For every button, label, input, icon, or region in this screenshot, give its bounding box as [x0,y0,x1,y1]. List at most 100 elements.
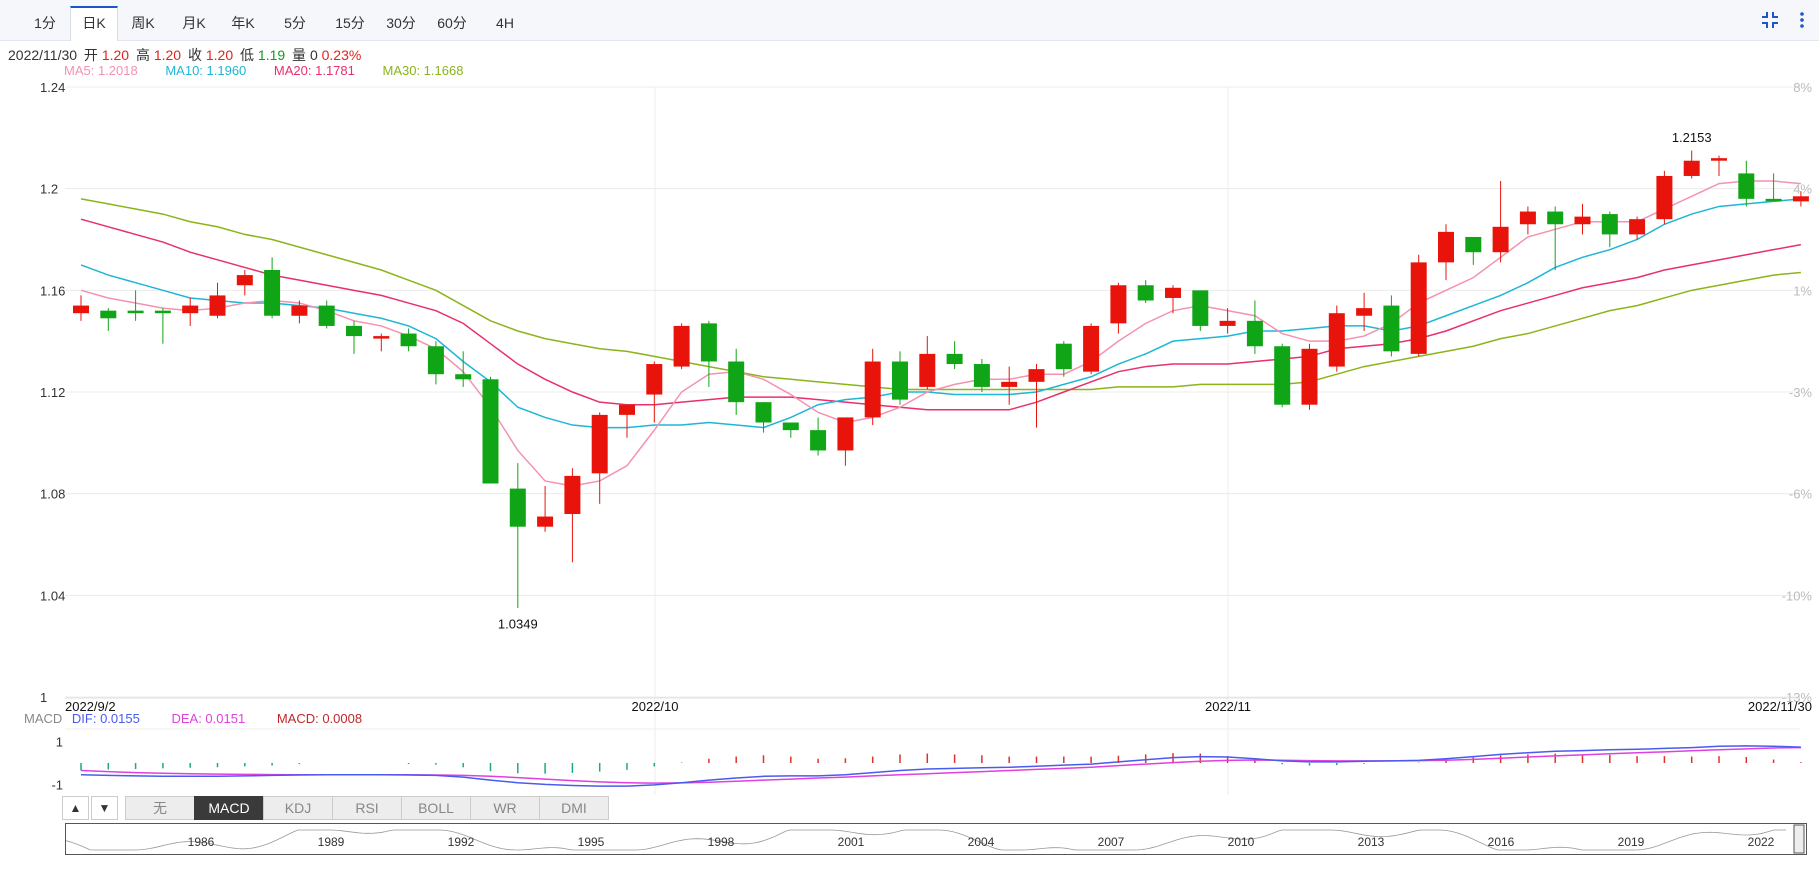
candle-up [1519,211,1536,225]
close-label: 收 [187,47,202,63]
high-label: 高 [135,47,150,63]
navigator-year: 1989 [318,835,345,849]
y-tick-label: 1.2 [40,182,58,197]
indicator-tab-4[interactable]: BOLL [401,796,471,820]
period-tab-5[interactable]: 5分 [284,15,306,31]
candle-up [182,305,199,314]
y-tick-label: 1.24 [40,80,65,95]
navigator-year: 2013 [1358,835,1385,849]
indicator-tab-5[interactable]: WR [470,796,540,820]
navigator-year: 2004 [968,835,995,849]
candle-down [154,310,171,314]
period-tab-4[interactable]: 年K [231,15,255,31]
candle-up [919,353,936,387]
navigator-year: 1992 [448,835,475,849]
period-tab-6[interactable]: 15分 [335,15,365,31]
indicator-tab-3[interactable]: RSI [332,796,402,820]
candle-up [564,475,581,514]
navigator-year: 1986 [188,835,215,849]
candle-up [619,404,635,415]
candle-up [1574,216,1591,225]
candle-down [810,430,827,451]
ma5-legend: MA5: 1.2018 [64,63,138,78]
indicator-tab-0[interactable]: 无 [125,796,195,820]
macd-legend-title: MACD [24,711,63,726]
more-vertical-icon[interactable] [1792,10,1812,30]
scroll-up-arrow[interactable]: ▲ [62,796,89,820]
period-tab-2[interactable]: 周K [131,15,155,31]
indicator-tab-6[interactable]: DMI [539,796,609,820]
candle-down [1765,198,1782,202]
x-axis-label: 2022/9/2 [65,699,116,714]
price-chart[interactable]: 1.24 1.2 1.16 1.12 1.08 1.04 1 8% 4% 1% -3% -6% -10%… [0,0,1819,800]
low-value: 1.19 [257,47,286,63]
candle-up [1492,226,1509,253]
navigator-handle [1793,824,1805,854]
ma30-legend: MA30: 1.1668 [382,63,464,78]
candle-up [1356,308,1373,316]
indicator-tab-1[interactable]: MACD [194,796,264,820]
candle-up [73,305,89,314]
change-value: 0.23% [321,47,362,63]
candle-up [209,295,226,316]
navigator-history-line [65,829,1786,851]
volume-value: 0 [309,47,318,63]
candle-up [837,417,854,451]
more-svg [1800,12,1804,28]
navigator-year: 1998 [708,835,735,849]
x-axis-label: 2022/10 [632,699,679,714]
candle-down [1601,214,1618,235]
candle-down [509,488,526,527]
period-tab-3[interactable]: 月K [182,15,206,31]
right-tick-label: -6% [1789,487,1813,502]
period-tab-7[interactable]: 30分 [386,15,416,31]
candle-up [1328,313,1345,367]
candle-up [1683,160,1700,176]
macd-value-legend: MACD: 0.0008 [276,711,363,726]
volume-label: 量 [292,47,307,63]
period-toolbar: 1分 日K 周K 月K 年K 5分 15分 30分 60分 4H [0,0,1819,41]
candle-down [318,305,335,326]
low-label: 低 [240,47,255,63]
ma10-legend: MA10: 1.1960 [165,63,247,78]
candle-up [1165,287,1181,298]
shrink-svg [1762,12,1778,28]
y-tick-label: 1.04 [40,588,65,603]
candle-up [373,336,390,339]
navigator-year: 2001 [838,835,865,849]
period-tab-0[interactable]: 1分 [34,15,56,31]
candle-down [427,346,444,375]
scroll-down-arrow[interactable]: ▼ [91,796,118,820]
period-tab-9[interactable]: 4H [496,15,514,31]
period-tab-1[interactable]: 日K [70,6,118,41]
macd-y-tick: -1 [51,777,63,792]
candle-up [236,275,253,286]
dif-legend: DIF: 0.0155 [71,711,140,726]
range-navigator[interactable]: 1986 1989 1992 1995 1998 2001 2004 2007 2010 2013… [65,823,1807,855]
x-axis-label: 2022/11 [1205,699,1251,714]
candle-up [646,364,663,395]
candle-down [100,310,117,319]
navigator-year: 2019 [1618,835,1645,849]
ma10-line [80,198,1801,429]
ma30-line [80,198,1801,391]
period-tab-8[interactable]: 60分 [437,15,467,31]
shrink-icon[interactable] [1760,10,1780,30]
right-tick-label: -3% [1789,385,1813,400]
dea-legend: DEA: 0.0151 [171,711,246,726]
candle-up [1711,158,1727,161]
navigator-svg: 1986 1989 1992 1995 1998 2001 2004 2007 2010 2013… [65,824,1805,854]
candle-down [755,402,772,423]
indicator-tab-2[interactable]: KDJ [263,796,333,820]
ma5-line [80,180,1801,487]
candle-up [1083,325,1100,372]
candle-down [1738,173,1755,199]
open-label: 开 [83,47,98,63]
candle-up [1656,175,1673,220]
right-tick-label: -10% [1782,588,1813,603]
y-tick-label: 1.16 [40,283,65,298]
candle-up [1301,348,1318,405]
navigator-year: 2007 [1098,835,1125,849]
candle-down [1055,343,1072,370]
ma-legend: MA5: 1.2018 MA10: 1.1960 MA20: 1.1781 MA… [64,63,487,78]
